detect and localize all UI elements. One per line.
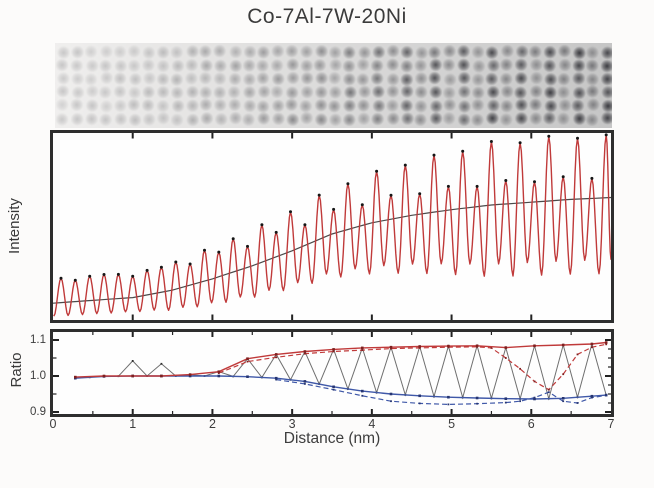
intensity-plot [53,133,611,320]
ratio-panel [50,329,614,417]
x-tick-label: 1 [129,417,137,431]
haadf-micrograph-image [55,43,612,128]
x-tick-label: 3 [288,417,296,431]
x-tick-label: 2 [208,417,216,431]
ratio-ytick-label: 0.9 [30,406,46,418]
x-tick-label: 6 [527,417,535,431]
intensity-panel [50,130,614,323]
ratio-plot [53,332,611,414]
intensity-axis-label: Intensity [6,198,23,254]
x-tick-label: 7 [607,417,615,431]
x-tick-label: 0 [49,417,57,431]
x-axis-title: Distance (nm) [283,430,381,447]
ratio-ytick-label: 1.1 [30,334,46,346]
x-tick-label: 5 [448,417,456,431]
ratio-ytick-label: 1.0 [30,370,46,382]
figure-title: Co-7Al-7W-20Ni [247,5,407,28]
x-tick-label: 4 [368,417,376,431]
